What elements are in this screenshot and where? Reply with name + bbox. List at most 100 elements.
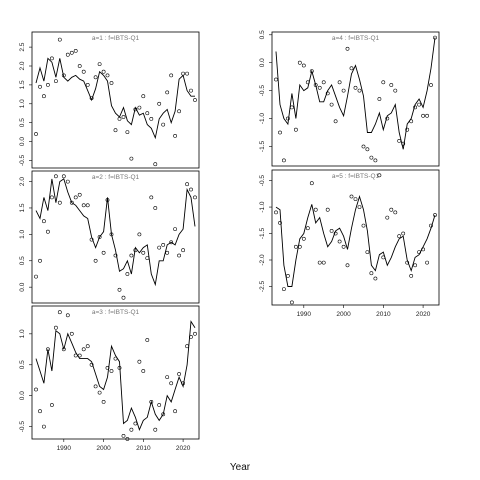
observation-point	[129, 427, 134, 432]
panel-title: a=4 : f=IBTS-Q1	[332, 35, 380, 42]
observation-point	[397, 234, 402, 239]
observation-point	[293, 244, 298, 249]
observation-point	[121, 295, 126, 300]
y-tick-label: 0.5	[19, 256, 26, 265]
x-tick-label: 1990	[57, 445, 72, 452]
observation-point	[85, 344, 90, 349]
observation-point	[397, 138, 402, 143]
observation-point	[113, 253, 118, 258]
observation-point	[105, 365, 110, 370]
observation-point	[109, 232, 114, 237]
observation-point	[357, 88, 362, 93]
observation-point	[117, 365, 122, 370]
observation-point	[297, 60, 302, 65]
observation-point	[54, 79, 58, 84]
panel-frame	[271, 31, 440, 167]
observation-point	[125, 130, 130, 135]
observation-point	[34, 387, 38, 392]
observation-point	[50, 195, 54, 200]
observation-point	[34, 132, 38, 136]
y-tick-label: -1.5	[259, 140, 266, 152]
observation-point	[425, 260, 430, 265]
panel-5: a=5 : f=IBTS-Q1 -2.5 -2.0 -1.5 -1.0 -0.5 1990 2…	[259, 169, 440, 318]
y-tick-label: 0.5	[259, 30, 266, 39]
observation-point	[145, 111, 150, 116]
observation-point	[381, 80, 386, 85]
observation-point	[165, 375, 170, 380]
observation-point	[365, 250, 370, 255]
observation-point	[417, 250, 422, 255]
observation-point	[57, 200, 62, 205]
observation-point	[389, 83, 394, 87]
observation-point	[69, 331, 74, 336]
observation-point	[54, 325, 58, 330]
panel-frame	[31, 170, 200, 304]
y-tick-label: 2.0	[19, 61, 26, 70]
observation-point	[157, 101, 162, 106]
observation-point	[377, 97, 382, 101]
observation-point	[333, 119, 338, 124]
observation-point	[413, 105, 418, 110]
panel-frame	[271, 169, 440, 306]
observation-point	[373, 276, 378, 281]
observation-point	[429, 223, 433, 228]
y-tick-label: -0.5	[259, 85, 266, 97]
observation-point	[189, 334, 193, 339]
observation-point	[65, 313, 70, 318]
observation-point	[46, 83, 50, 87]
observation-point	[89, 96, 94, 101]
observation-point	[421, 113, 426, 118]
observation-point	[309, 69, 314, 74]
observation-point	[129, 156, 134, 161]
observation-point	[413, 263, 418, 268]
observation-point	[353, 197, 358, 202]
observation-point	[173, 133, 178, 138]
observation-point	[349, 194, 354, 199]
observation-point	[325, 207, 330, 212]
observation-point	[278, 130, 282, 135]
observation-point	[61, 73, 66, 78]
observation-point	[193, 98, 197, 102]
panel-3: a=3 : f=IBTS-Q1 -0.5 0.0 0.5 1.0 1990 2000 2010…	[19, 305, 200, 452]
observation-point	[89, 362, 94, 367]
y-tick-label: 0.5	[19, 360, 26, 369]
observation-point	[305, 226, 310, 231]
observation-point	[81, 203, 86, 208]
observation-point	[181, 71, 186, 76]
observation-point	[345, 263, 350, 268]
observation-point	[89, 237, 94, 242]
panel-2: a=2 : f=IBTS-Q1 0.0 0.5 1.0 1.5 2.0	[19, 170, 200, 304]
observation-point	[345, 46, 350, 51]
observation-point	[385, 116, 390, 121]
panel-frame	[31, 31, 200, 169]
observation-point	[157, 245, 162, 250]
y-tick-label: 2.5	[19, 42, 26, 51]
observation-point	[173, 409, 178, 414]
observation-point	[181, 381, 186, 386]
observation-point	[337, 80, 342, 85]
observation-point	[65, 52, 70, 57]
observation-point	[193, 331, 197, 336]
observation-point	[109, 81, 114, 85]
observation-point	[129, 253, 134, 258]
observation-point	[38, 258, 42, 263]
observation-point	[193, 195, 197, 200]
observation-point	[409, 273, 414, 278]
x-tick-label: 2020	[416, 311, 431, 318]
y-tick-label: -1.5	[259, 228, 266, 240]
observation-point	[145, 256, 150, 261]
observation-point	[97, 390, 102, 395]
observation-point	[181, 248, 186, 253]
observation-point	[401, 231, 406, 236]
observation-point	[133, 248, 138, 253]
observation-point	[125, 437, 130, 441]
fitted-line	[275, 194, 436, 287]
observation-point	[141, 250, 146, 255]
observation-point	[341, 88, 346, 93]
observation-point	[381, 255, 386, 260]
observation-point	[185, 182, 190, 187]
observation-point	[149, 195, 154, 200]
observation-point	[321, 260, 326, 265]
observation-point	[38, 409, 42, 414]
observation-point	[42, 424, 46, 429]
